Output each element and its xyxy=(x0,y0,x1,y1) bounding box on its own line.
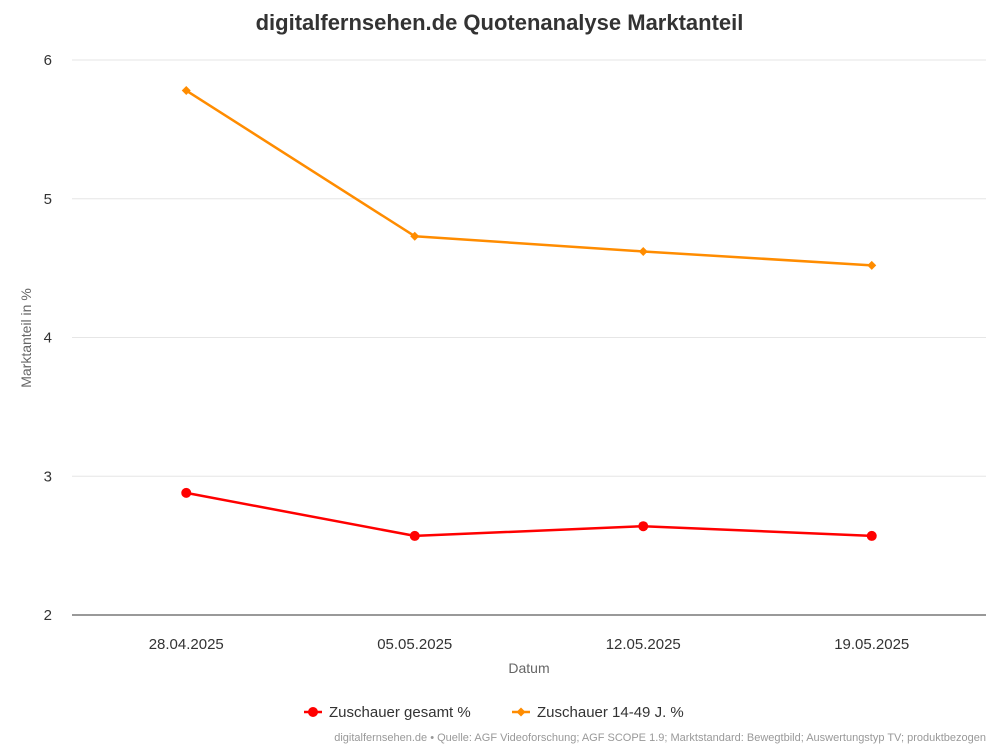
data-point[interactable] xyxy=(638,521,649,532)
legend-item[interactable]: Zuschauer 14-49 J. % xyxy=(512,704,684,721)
chart-title: digitalfernsehen.de Quotenanalyse Markta… xyxy=(256,10,744,35)
x-tick-label: 28.04.2025 xyxy=(149,636,224,653)
y-axis-ticks: 2 3 4 5 6 xyxy=(44,52,52,624)
data-point[interactable] xyxy=(638,246,648,256)
series-line xyxy=(186,491,872,538)
credits: digitalfernsehen.de • Quelle: AGF Videof… xyxy=(334,732,986,744)
legend-label: Zuschauer gesamt % xyxy=(329,704,471,721)
y-tick-label: 6 xyxy=(44,52,52,69)
y-tick-label: 5 xyxy=(44,191,52,208)
data-point[interactable] xyxy=(866,530,877,541)
series-1 xyxy=(181,487,877,541)
data-point[interactable] xyxy=(867,260,877,270)
x-tick-label: 12.05.2025 xyxy=(606,636,681,653)
legend-marker xyxy=(516,707,526,717)
y-tick-label: 4 xyxy=(44,330,52,347)
legend-label: Zuschauer 14-49 J. % xyxy=(537,704,684,721)
data-point[interactable] xyxy=(410,231,420,241)
data-point[interactable] xyxy=(181,487,192,498)
grid-lines xyxy=(72,59,986,477)
x-tick-label: 19.05.2025 xyxy=(834,636,909,653)
y-axis-title: Marktanteil in % xyxy=(18,288,34,388)
series-group xyxy=(181,86,877,541)
x-axis-ticks: 28.04.2025 05.05.2025 12.05.2025 19.05.2025 xyxy=(149,636,910,653)
series-line xyxy=(185,89,872,267)
legend-marker xyxy=(308,707,318,717)
series-2 xyxy=(181,86,877,270)
legend: Zuschauer gesamt % Zuschauer 14-49 J. % xyxy=(304,704,684,721)
x-tick-label: 05.05.2025 xyxy=(377,636,452,653)
y-tick-label: 3 xyxy=(44,468,52,485)
x-axis-title: Datum xyxy=(508,660,549,676)
data-point[interactable] xyxy=(181,86,191,96)
legend-item[interactable]: Zuschauer gesamt % xyxy=(304,704,471,721)
y-tick-label: 2 xyxy=(44,607,52,624)
data-point[interactable] xyxy=(409,530,420,541)
